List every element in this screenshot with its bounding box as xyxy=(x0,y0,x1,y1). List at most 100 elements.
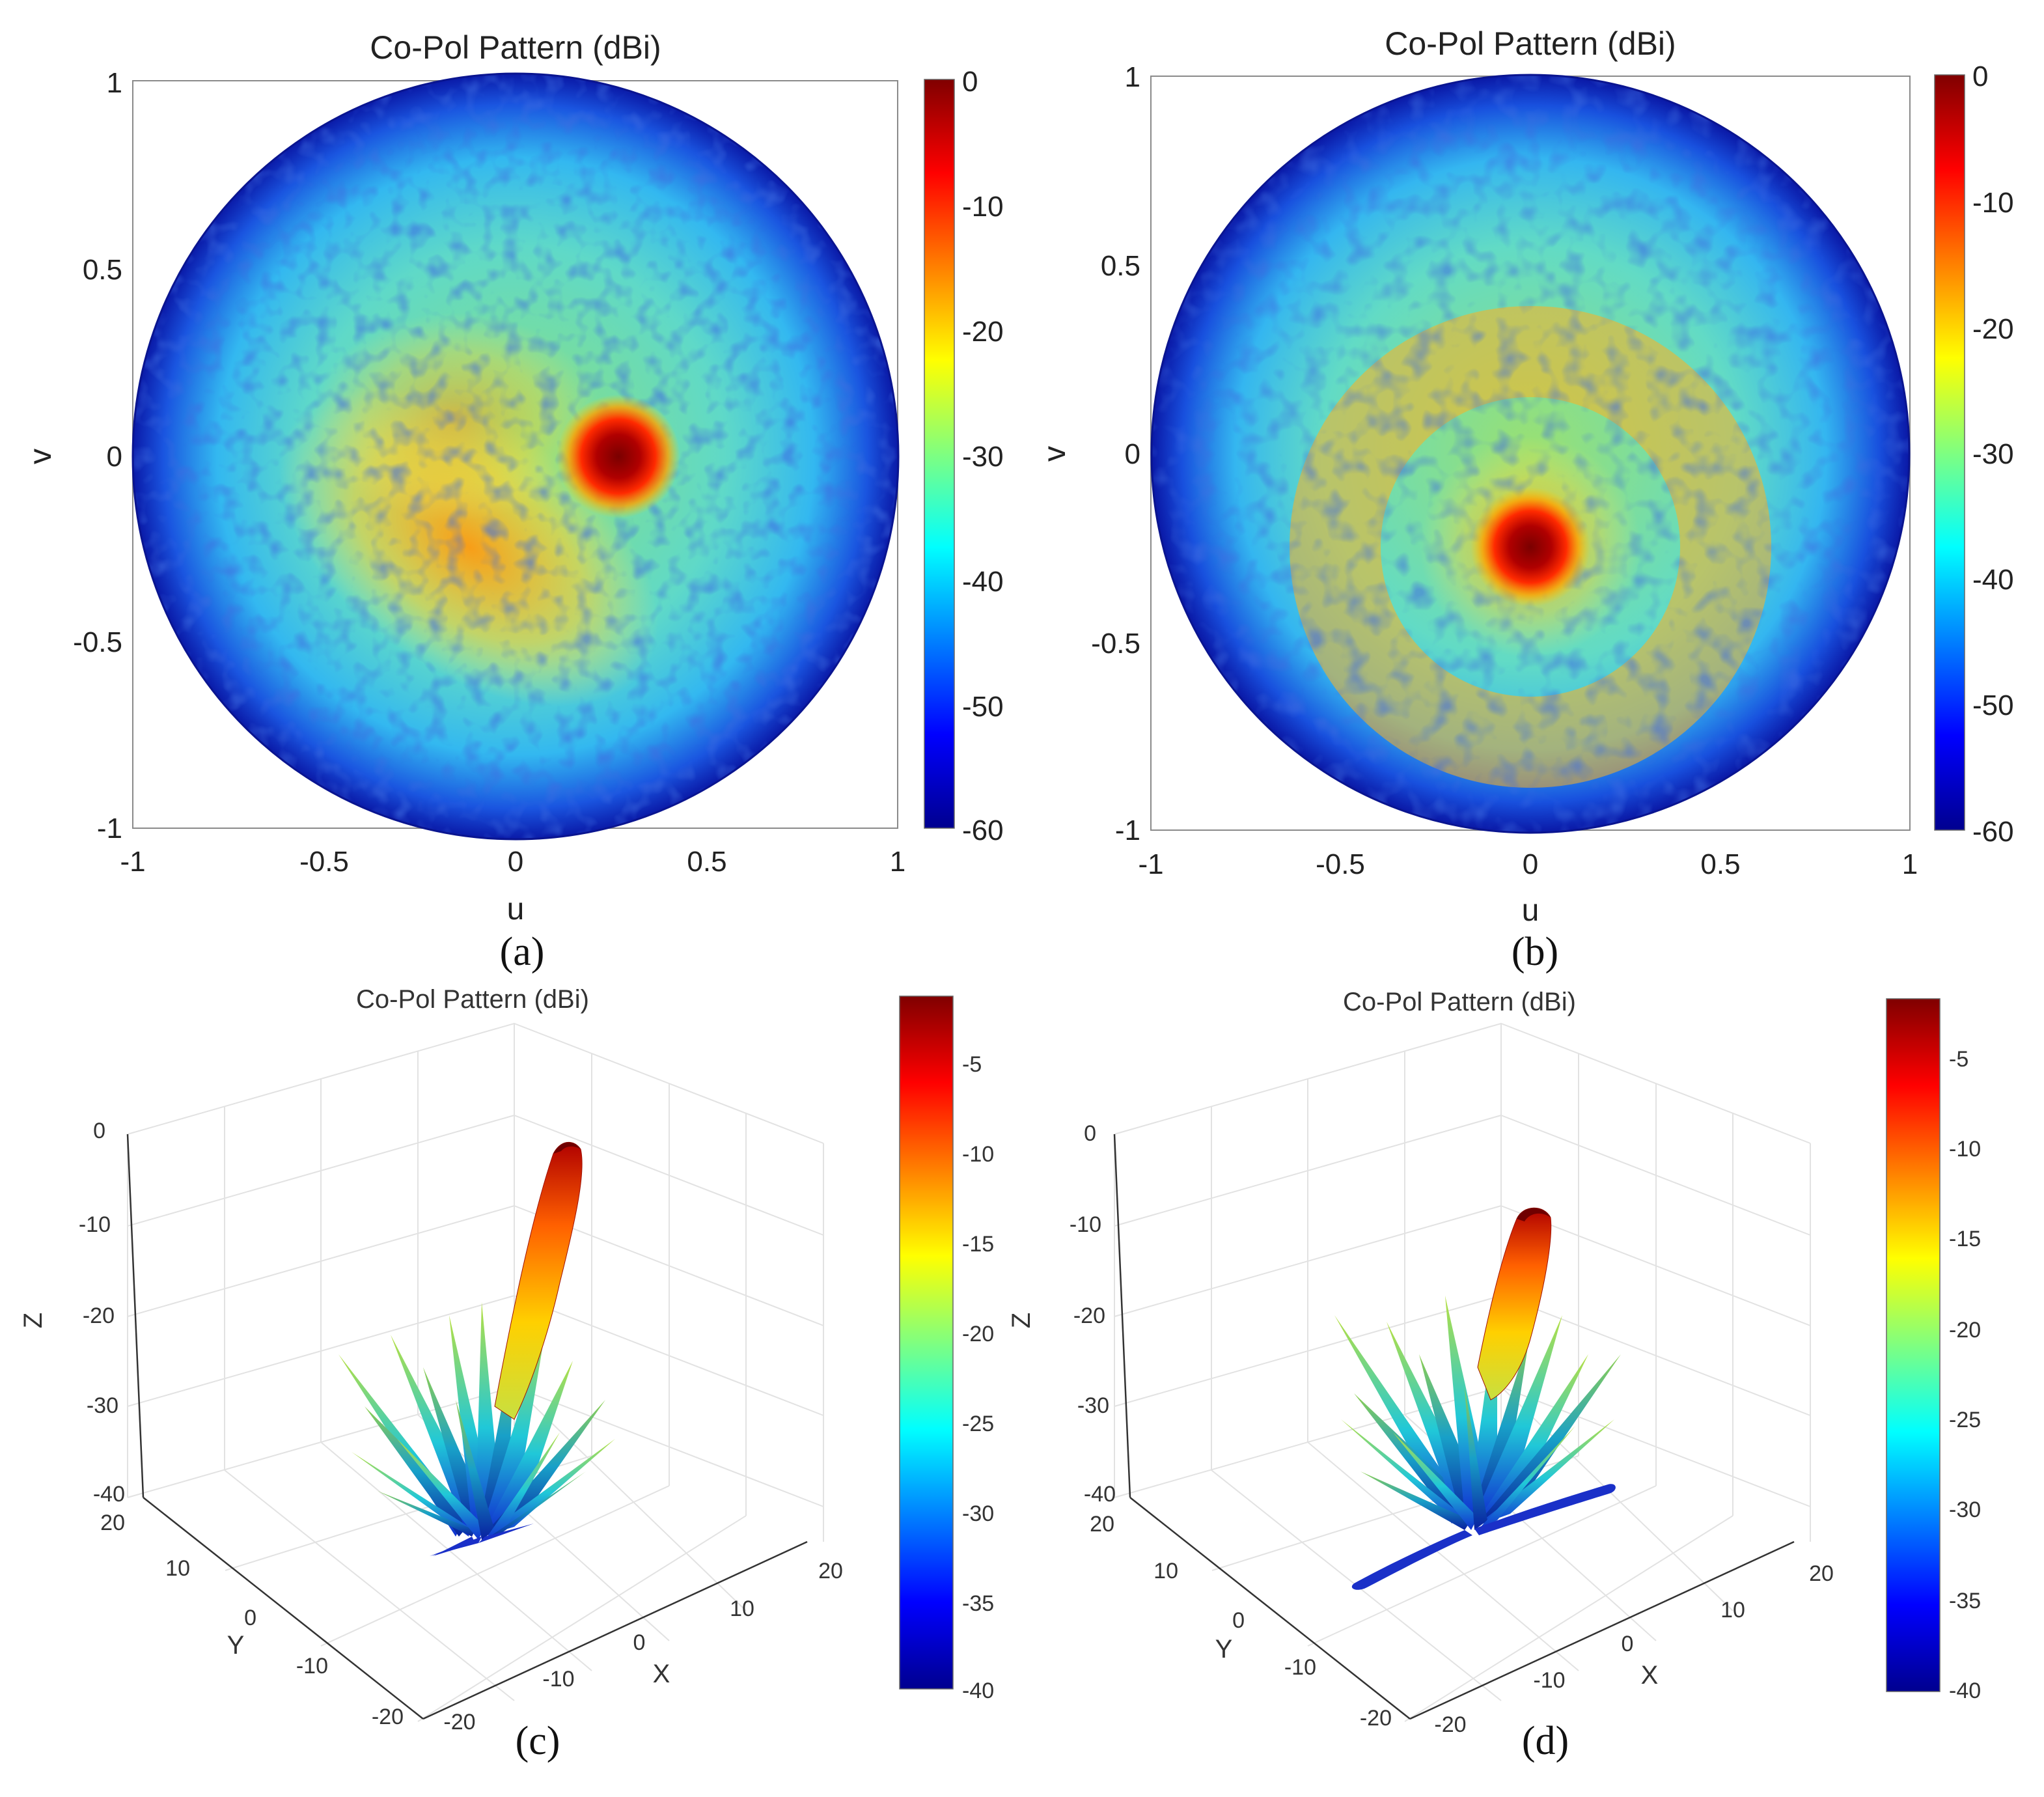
panel-d-colorbar xyxy=(1886,998,1940,1692)
x-tick-label: 20 xyxy=(1809,1561,1834,1586)
y-tick-label: 10 xyxy=(1153,1559,1178,1583)
y-tick-label: -0.5 xyxy=(1091,628,1140,660)
x-tick-label: 10 xyxy=(730,1596,754,1621)
z-tick-label: -20 xyxy=(1073,1303,1105,1328)
y-tick-label: -20 xyxy=(372,1705,404,1729)
panel-c-xlabel: X xyxy=(653,1660,670,1688)
colorbar-tick-label: -60 xyxy=(962,815,1004,846)
z-tick-label: -40 xyxy=(93,1482,125,1507)
panel-b-title: Co-Pol Pattern (dBi) xyxy=(1385,25,1676,62)
x-tick-label: -20 xyxy=(1434,1712,1466,1737)
x-tick-label: -10 xyxy=(542,1667,574,1692)
panel-a-y-ticks: -1 -0.5 0 0.5 1 xyxy=(73,67,122,844)
panel-a-title: Co-Pol Pattern (dBi) xyxy=(370,29,661,66)
panel-d-colorbar-ticks: -5 -10 -15 -20 -25 -30 -35 -40 xyxy=(1949,1047,1981,1703)
colorbar-tick-label: -15 xyxy=(1949,1227,1981,1251)
panel-b: Co-Pol Pattern (dBi) -1 -0.5 0 0.5 1 -1 … xyxy=(1038,25,2014,974)
colorbar-tick-label: -40 xyxy=(962,566,1004,598)
colorbar-tick-label: -25 xyxy=(1949,1408,1981,1432)
z-tick-label: -30 xyxy=(87,1393,118,1418)
x-tick-label: -10 xyxy=(1533,1668,1565,1693)
y-tick-label: 0.5 xyxy=(83,254,122,286)
panel-c-3d-box xyxy=(127,1022,824,1722)
panel-c-colorbar xyxy=(899,996,954,1690)
panel-a-colorbar xyxy=(924,79,955,829)
panel-d-caption: (d) xyxy=(1522,1719,1569,1763)
y-tick-label: -1 xyxy=(1115,815,1140,846)
panel-b-xlabel: u xyxy=(1522,893,1540,928)
panel-c-pattern xyxy=(338,1141,615,1556)
colorbar-tick-label: -10 xyxy=(962,1142,994,1167)
panel-c-axes-lines xyxy=(126,1134,808,1720)
colorbar-tick-label: -40 xyxy=(1972,564,2014,596)
x-tick-label: 0 xyxy=(1622,1632,1634,1656)
x-tick-label: 10 xyxy=(1720,1598,1745,1623)
panel-c-caption: (c) xyxy=(516,1719,560,1763)
panel-b-heatmap xyxy=(1150,74,1911,834)
z-tick-label: -20 xyxy=(83,1303,115,1328)
x-tick-label: 1 xyxy=(890,846,905,878)
panel-c-colorbar-ticks: -5 -10 -15 -20 -25 -30 -35 -40 xyxy=(962,1052,994,1703)
z-tick-label: 0 xyxy=(1084,1121,1096,1146)
colorbar-tick-label: -5 xyxy=(1949,1047,1968,1072)
x-tick-label: -20 xyxy=(443,1710,475,1734)
colorbar-tick-label: -25 xyxy=(962,1412,994,1436)
colorbar-tick-label: -40 xyxy=(1949,1679,1981,1703)
panel-a-heatmap xyxy=(131,72,900,841)
colorbar-tick-label: -5 xyxy=(962,1052,982,1077)
panel-d-main-lobe xyxy=(1477,1207,1552,1400)
colorbar-tick-label: -60 xyxy=(1972,816,2014,848)
panel-c-title: Co-Pol Pattern (dBi) xyxy=(356,985,589,1014)
panel-d-xlabel: X xyxy=(1641,1661,1659,1690)
panel-c-z-ticks: 0 -10 -20 -30 -40 xyxy=(79,1119,125,1507)
panel-b-colorbar-ticks: 0 -10 -20 -30 -40 -50 -60 xyxy=(1972,61,2014,848)
colorbar-tick-label: -30 xyxy=(962,441,1004,473)
x-tick-label: 0.5 xyxy=(1700,848,1740,880)
colorbar-tick-label: -10 xyxy=(1949,1137,1981,1162)
colorbar-tick-label: -20 xyxy=(1949,1318,1981,1343)
x-tick-label: 0.5 xyxy=(687,846,726,878)
z-tick-label: 0 xyxy=(93,1119,105,1143)
colorbar-tick-label: -40 xyxy=(962,1679,994,1703)
panel-c-zlabel: Z xyxy=(19,1313,48,1328)
y-tick-label: -10 xyxy=(296,1654,328,1679)
x-tick-label: 0 xyxy=(1523,848,1538,880)
colorbar-tick-label: -35 xyxy=(1949,1589,1981,1613)
x-tick-label: -1 xyxy=(120,846,145,878)
y-tick-label: 20 xyxy=(1090,1512,1114,1537)
panel-d-sidelobes xyxy=(1334,1296,1621,1530)
panel-d-ground-lobe-left xyxy=(1351,1530,1472,1590)
panel-d-axes-lines xyxy=(1113,1134,1795,1720)
y-tick-label: -10 xyxy=(1284,1655,1316,1680)
colorbar-tick-label: 0 xyxy=(1972,61,1988,92)
y-tick-label: -0.5 xyxy=(73,626,122,658)
panel-b-ylabel: v xyxy=(1038,446,1072,462)
panel-c: Co-Pol Pattern (dBi) xyxy=(19,985,994,1763)
panel-d-z-ticks: 0 -10 -20 -30 -40 xyxy=(1070,1121,1116,1507)
colorbar-tick-label: -20 xyxy=(962,1322,994,1346)
panel-d-ground-lobe-right xyxy=(1474,1484,1616,1535)
panel-d: Co-Pol Pattern (dBi) xyxy=(1007,988,1981,1763)
x-tick-label: -0.5 xyxy=(299,846,349,878)
colorbar-tick-label: -20 xyxy=(962,316,1004,348)
z-tick-label: -30 xyxy=(1077,1393,1109,1418)
z-tick-label: -10 xyxy=(79,1212,111,1237)
y-tick-label: -1 xyxy=(97,813,122,844)
y-tick-label: 1 xyxy=(1125,61,1140,93)
y-tick-label: 0 xyxy=(1232,1608,1245,1633)
y-tick-label: 0 xyxy=(107,441,122,473)
panel-b-x-ticks: -1 -0.5 0 0.5 1 xyxy=(1138,848,1918,880)
panel-c-y-ticks: 20 10 0 -10 -20 xyxy=(100,1511,404,1729)
panel-a-x-ticks: -1 -0.5 0 0.5 1 xyxy=(120,846,905,878)
x-tick-label: -0.5 xyxy=(1316,848,1365,880)
x-tick-label: 0 xyxy=(633,1630,646,1655)
y-tick-label: 1 xyxy=(107,67,122,99)
colorbar-tick-label: -30 xyxy=(1949,1498,1981,1522)
z-tick-label: -40 xyxy=(1084,1482,1116,1507)
colorbar-tick-label: -20 xyxy=(1972,313,2014,345)
y-tick-label: 0 xyxy=(244,1606,256,1630)
panel-a-ylabel: v xyxy=(23,449,58,464)
panel-b-y-ticks: -1 -0.5 0 0.5 1 xyxy=(1091,61,1140,846)
colorbar-tick-label: -50 xyxy=(1972,690,2014,721)
colorbar-tick-label: 0 xyxy=(962,66,978,98)
